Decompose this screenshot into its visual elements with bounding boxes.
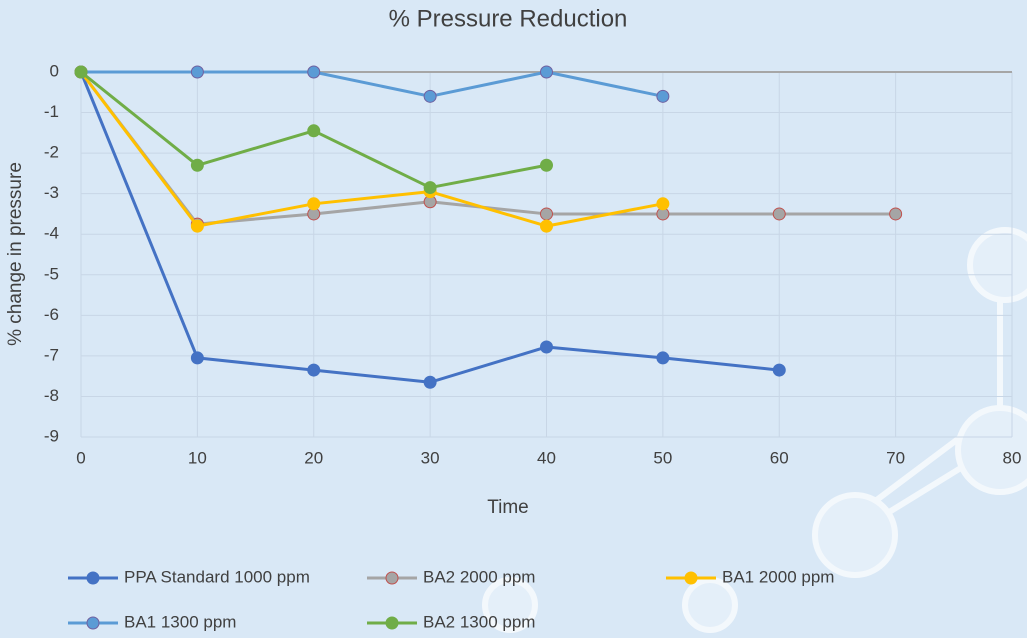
x-tick-label: 80 [1003, 448, 1022, 467]
legend-marker [86, 616, 100, 630]
x-tick-label: 70 [886, 448, 905, 467]
x-tick-label: 60 [770, 448, 789, 467]
y-tick-label: -1 [44, 102, 59, 121]
x-tick-label: 0 [76, 448, 85, 467]
series-line [81, 70, 664, 98]
data-point [656, 351, 670, 365]
data-point [540, 158, 553, 172]
data-point [307, 363, 321, 377]
y-tick-label: -6 [44, 305, 59, 324]
data-point [190, 65, 204, 79]
x-axis-label: Time [487, 497, 529, 518]
y-tick-label: -4 [44, 224, 59, 243]
x-tick-label: 30 [421, 448, 440, 467]
data-point [423, 181, 437, 195]
data-point [889, 207, 903, 221]
legend-label: PPA Standard 1000 ppm [124, 567, 310, 586]
data-point [190, 219, 204, 233]
data-point [772, 207, 786, 221]
data-point [656, 89, 670, 103]
data-point [656, 197, 670, 211]
legend-label: BA2 2000 ppm [423, 567, 535, 586]
legend-label: BA2 1300 ppm [423, 612, 535, 631]
y-tick-label: -5 [44, 264, 59, 283]
legend-marker [385, 571, 399, 585]
data-point [423, 89, 437, 103]
legend-marker [684, 571, 698, 585]
x-tick-label: 40 [537, 448, 556, 467]
series-line [79, 71, 664, 228]
legend-marker [385, 616, 399, 630]
data-point [540, 340, 553, 354]
decoration [482, 227, 1027, 633]
y-axis-label: % change in pressure [5, 162, 26, 346]
series-line [79, 71, 896, 226]
data-point [540, 219, 553, 233]
legend-label: BA1 2000 ppm [722, 567, 834, 586]
x-tick-label: 50 [653, 448, 672, 467]
data-point [423, 375, 437, 389]
y-tick-label: -8 [44, 386, 59, 405]
legend-marker [86, 571, 100, 585]
y-tick-label: -7 [44, 345, 59, 364]
x-tick-label: 10 [188, 448, 207, 467]
data-point [190, 351, 204, 365]
data-point [190, 158, 204, 172]
data-point [540, 65, 553, 79]
y-tick-label: -3 [44, 183, 59, 202]
x-tick-label: 20 [304, 448, 323, 467]
chart-title: % Pressure Reduction [389, 5, 628, 32]
y-tick-label: 0 [50, 61, 59, 80]
data-point [307, 197, 321, 211]
y-tick-label: -9 [44, 426, 59, 445]
y-tick-label: -2 [44, 143, 59, 162]
data-point [772, 363, 786, 377]
data-point [540, 207, 553, 221]
legend-label: BA1 1300 ppm [124, 612, 236, 631]
data-point [74, 65, 88, 79]
data-point [307, 65, 321, 79]
data-point [307, 124, 321, 138]
